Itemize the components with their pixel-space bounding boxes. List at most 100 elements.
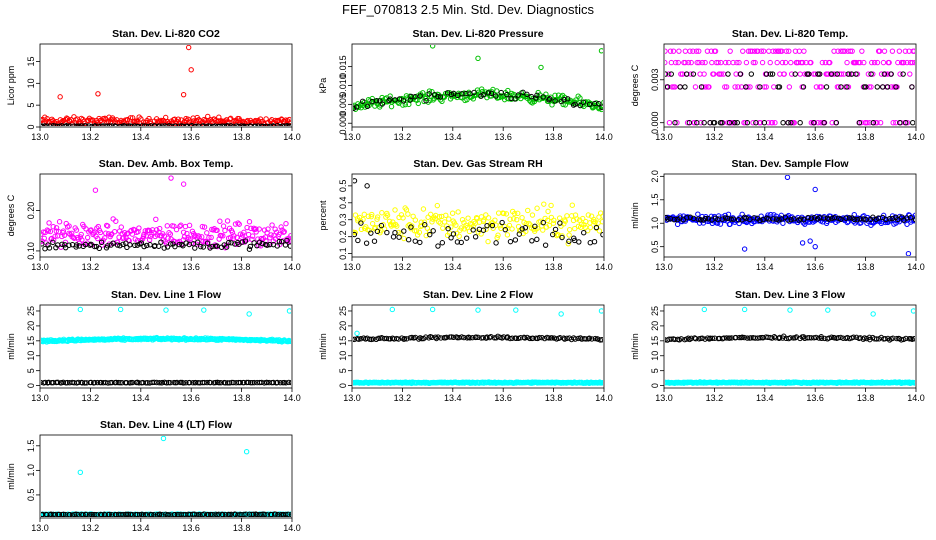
y-tick-label: 25 bbox=[338, 306, 348, 316]
data-point-primary bbox=[901, 59, 907, 66]
panel-4: Stan. Dev. Amb. Box Temp. 13.0 13.2 13.4 13.… bbox=[6, 158, 301, 272]
data-point-secondary bbox=[472, 234, 479, 240]
x-tick-label: 13.8 bbox=[857, 393, 875, 403]
data-point-secondary bbox=[771, 334, 777, 340]
y-tick-label: 0.000 bbox=[650, 111, 660, 134]
data-point-secondary bbox=[400, 98, 407, 104]
data-point-secondary bbox=[907, 214, 914, 221]
data-point-secondary bbox=[792, 71, 798, 77]
data-point-primary bbox=[866, 84, 873, 90]
data-point-secondary bbox=[489, 222, 496, 229]
y-axis-label: degrees C bbox=[6, 194, 16, 236]
data-point-secondary bbox=[797, 120, 803, 126]
data-point-secondary bbox=[480, 91, 486, 98]
data-point-primary bbox=[180, 237, 187, 243]
data-point-secondary bbox=[41, 123, 45, 126]
data-point-primary bbox=[164, 240, 170, 247]
data-point-secondary bbox=[149, 512, 155, 517]
outlier-point bbox=[163, 307, 169, 313]
data-point-primary bbox=[519, 214, 525, 221]
data-point-secondary bbox=[401, 228, 407, 234]
data-point-secondary bbox=[730, 216, 737, 222]
data-point-primary bbox=[745, 84, 751, 90]
data-point-secondary bbox=[127, 242, 133, 248]
data-point-secondary bbox=[502, 226, 508, 233]
data-point-secondary bbox=[719, 120, 725, 126]
data-point-primary bbox=[485, 215, 492, 221]
data-point-primary bbox=[844, 59, 850, 66]
data-point-primary bbox=[412, 217, 419, 223]
data-point-primary bbox=[912, 59, 915, 66]
outlier-point bbox=[201, 307, 207, 313]
x-tick-label: 13.0 bbox=[31, 132, 49, 142]
data-point-secondary bbox=[887, 216, 893, 222]
data-point-primary bbox=[483, 226, 489, 232]
data-point-secondary bbox=[785, 120, 791, 126]
data-point-secondary bbox=[823, 84, 830, 90]
data-point-primary bbox=[146, 115, 152, 122]
panel-title: Stan. Dev. Line 2 Flow bbox=[423, 289, 534, 301]
data-point-secondary bbox=[587, 240, 593, 246]
data-point-secondary bbox=[246, 246, 253, 252]
data-point-secondary bbox=[264, 242, 270, 248]
data-point-secondary bbox=[536, 334, 543, 341]
data-point-secondary bbox=[180, 243, 186, 249]
data-point-secondary bbox=[216, 379, 222, 386]
outlier-point bbox=[180, 181, 187, 187]
data-point-primary bbox=[138, 116, 144, 122]
data-point-secondary bbox=[392, 230, 398, 236]
panel-title: Stan. Dev. Line 3 Flow bbox=[735, 289, 846, 301]
data-point-primary bbox=[458, 225, 464, 231]
data-point-secondary bbox=[282, 242, 289, 248]
data-point-primary bbox=[847, 48, 854, 54]
data-point-primary bbox=[711, 71, 717, 77]
x-tick-label: 13.6 bbox=[806, 393, 824, 403]
data-point-secondary bbox=[259, 240, 265, 247]
data-point-secondary bbox=[207, 379, 214, 386]
outlier-point bbox=[364, 183, 370, 189]
y-axis-label: kPa bbox=[318, 78, 328, 94]
data-point-secondary bbox=[161, 245, 167, 251]
data-point-secondary bbox=[678, 336, 684, 342]
data-point-secondary bbox=[734, 120, 741, 126]
data-point-primary bbox=[453, 222, 459, 228]
data-point-secondary bbox=[857, 216, 863, 222]
data-point-primary bbox=[835, 84, 842, 90]
x-tick-label: 13.2 bbox=[82, 523, 100, 533]
data-point-secondary bbox=[498, 89, 504, 96]
data-point-primary bbox=[456, 233, 462, 239]
data-point-secondary bbox=[180, 380, 187, 386]
data-point-secondary bbox=[695, 216, 701, 222]
data-point-primary bbox=[369, 95, 375, 102]
data-point-primary bbox=[177, 223, 183, 229]
points bbox=[41, 175, 291, 252]
data-point-primary bbox=[227, 116, 233, 122]
data-point-primary bbox=[84, 234, 91, 241]
data-point-secondary bbox=[674, 216, 680, 223]
outlier-point bbox=[799, 240, 806, 246]
outlier-point bbox=[353, 178, 358, 184]
y-tick-label: 0.1 bbox=[338, 247, 348, 260]
data-point-secondary bbox=[250, 511, 257, 517]
data-point-primary bbox=[281, 228, 287, 235]
data-point-secondary bbox=[480, 335, 486, 341]
data-point-primary bbox=[845, 84, 852, 90]
data-point-secondary bbox=[737, 71, 744, 77]
data-point-secondary bbox=[379, 335, 385, 341]
data-point-secondary bbox=[770, 216, 776, 222]
data-point-secondary bbox=[108, 511, 115, 517]
data-point-primary bbox=[782, 59, 789, 66]
data-point-primary bbox=[77, 234, 84, 240]
panel-10: Stan. Dev. Line 4 (LT) Flow 13.0 13.2 13.4 1… bbox=[6, 419, 301, 533]
outlier-point bbox=[558, 311, 564, 317]
data-point-secondary bbox=[832, 335, 838, 341]
data-point-primary bbox=[889, 48, 896, 54]
data-point-secondary bbox=[591, 238, 598, 245]
x-tick-label: 13.4 bbox=[132, 523, 150, 533]
y-tick-label: 0.003 bbox=[650, 69, 660, 92]
data-point-secondary bbox=[104, 243, 111, 249]
data-point-secondary bbox=[141, 243, 147, 250]
y-tick-label: 10 bbox=[650, 351, 660, 361]
data-point-secondary bbox=[176, 123, 183, 126]
data-point-primary bbox=[449, 210, 456, 216]
